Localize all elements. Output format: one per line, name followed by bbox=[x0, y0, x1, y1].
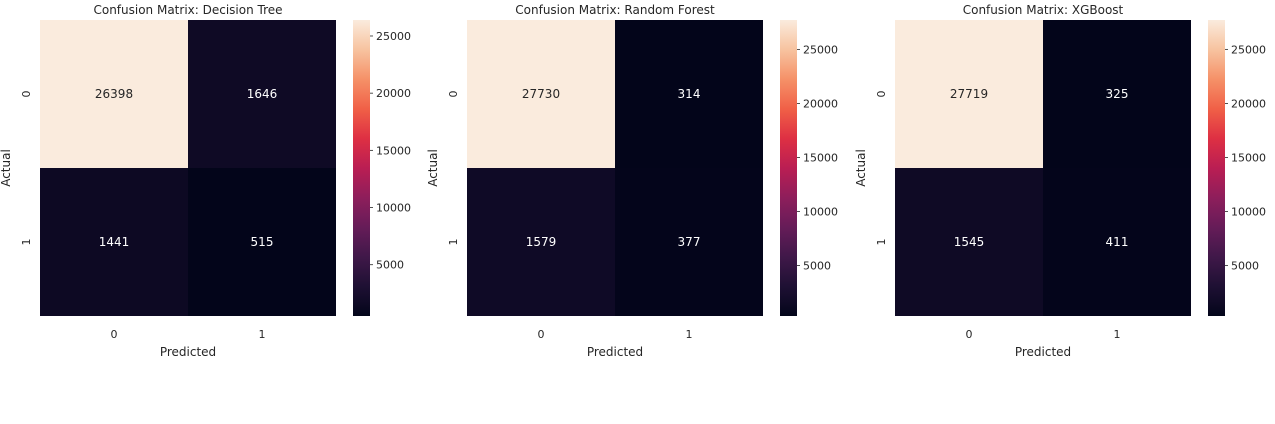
x-axis-label: Predicted bbox=[587, 345, 643, 359]
heatmap-cell bbox=[467, 168, 615, 316]
y-axis-label: Actual bbox=[0, 149, 13, 187]
cell-value-label: 1646 bbox=[247, 87, 278, 101]
colorbar-tick-label: 25000 bbox=[803, 43, 838, 56]
heatmap-cell bbox=[188, 168, 336, 316]
heatmap-panel-0: Confusion Matrix: Decision Tree 26398 1646… bbox=[0, 3, 411, 359]
heatmap-cell bbox=[1043, 168, 1191, 316]
cell-value-label: 325 bbox=[1106, 87, 1129, 101]
colorbar-tick-label: 5000 bbox=[803, 259, 831, 272]
colorbar bbox=[780, 20, 797, 316]
chart-title: Confusion Matrix: Random Forest bbox=[515, 3, 715, 17]
cell-value-label: 314 bbox=[678, 87, 701, 101]
cell-value-label: 1579 bbox=[526, 235, 557, 249]
x-axis-label: Predicted bbox=[1015, 345, 1071, 359]
y-tick-label: 0 bbox=[875, 91, 888, 98]
x-tick-label: 1 bbox=[259, 328, 266, 341]
colorbar-tick-label: 20000 bbox=[803, 97, 838, 110]
cell-value-label: 1545 bbox=[954, 235, 985, 249]
chart-title: Confusion Matrix: Decision Tree bbox=[93, 3, 282, 17]
y-tick-label: 1 bbox=[875, 239, 888, 246]
cell-value-label: 27719 bbox=[950, 87, 988, 101]
cell-value-label: 26398 bbox=[95, 87, 133, 101]
y-tick-label: 0 bbox=[447, 91, 460, 98]
colorbar-tick-label: 20000 bbox=[1231, 97, 1266, 110]
heatmap-cell bbox=[188, 20, 336, 168]
colorbar-tick-label: 5000 bbox=[1231, 259, 1259, 272]
y-axis-label: Actual bbox=[426, 149, 440, 187]
x-axis-label: Predicted bbox=[160, 345, 216, 359]
heatmap-cell bbox=[895, 168, 1043, 316]
x-tick-label: 0 bbox=[111, 328, 118, 341]
colorbar-tick-label: 25000 bbox=[376, 30, 411, 43]
heatmap-cell bbox=[467, 20, 615, 168]
heatmap-cell bbox=[40, 168, 188, 316]
y-axis-label: Actual bbox=[854, 149, 868, 187]
heatmap-cell bbox=[40, 20, 188, 168]
x-tick-label: 0 bbox=[966, 328, 973, 341]
colorbar-tick-label: 10000 bbox=[803, 205, 838, 218]
cell-value-label: 27730 bbox=[522, 87, 560, 101]
colorbar-tick-label: 15000 bbox=[803, 151, 838, 164]
x-tick-label: 0 bbox=[538, 328, 545, 341]
heatmap-cell bbox=[1043, 20, 1191, 168]
colorbar-tick-label: 10000 bbox=[376, 202, 411, 215]
colorbar bbox=[353, 20, 370, 316]
colorbar-tick-label: 5000 bbox=[376, 259, 404, 272]
heatmap-panel-2: Confusion Matrix: XGBoost 27719 325 1545 411… bbox=[854, 3, 1266, 359]
cell-value-label: 377 bbox=[678, 235, 701, 249]
cell-value-label: 515 bbox=[251, 235, 274, 249]
chart-title: Confusion Matrix: XGBoost bbox=[963, 3, 1124, 17]
colorbar-tick-label: 25000 bbox=[1231, 43, 1266, 56]
cell-value-label: 1441 bbox=[99, 235, 130, 249]
x-tick-label: 1 bbox=[1114, 328, 1121, 341]
x-tick-label: 1 bbox=[686, 328, 693, 341]
y-tick-label: 1 bbox=[447, 239, 460, 246]
colorbar-tick-label: 15000 bbox=[1231, 151, 1266, 164]
colorbar-tick-label: 15000 bbox=[376, 144, 411, 157]
heatmap-cell bbox=[615, 168, 763, 316]
heatmap-cell bbox=[615, 20, 763, 168]
colorbar-tick-label: 20000 bbox=[376, 87, 411, 100]
y-tick-label: 1 bbox=[20, 239, 33, 246]
y-tick-label: 0 bbox=[20, 91, 33, 98]
heatmap-panel-1: Confusion Matrix: Random Forest 27730 314 1… bbox=[426, 3, 838, 359]
heatmap-cell bbox=[895, 20, 1043, 168]
colorbar bbox=[1208, 20, 1225, 316]
cell-value-label: 411 bbox=[1106, 235, 1129, 249]
colorbar-tick-label: 10000 bbox=[1231, 205, 1266, 218]
